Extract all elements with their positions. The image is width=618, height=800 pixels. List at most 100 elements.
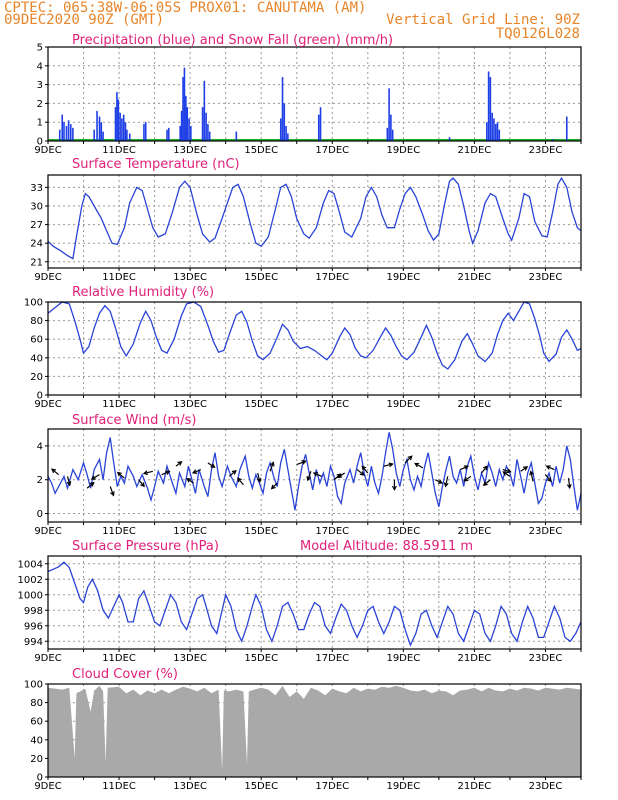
precip-bar — [235, 131, 238, 141]
wind-arrow — [520, 466, 528, 472]
wind-xtick-label: 11DEC — [102, 526, 136, 537]
precip-bar — [390, 114, 392, 141]
precip-bar — [551, 139, 554, 141]
temp-title: Surface Temperature (nC) — [72, 157, 240, 172]
wind-arrow-head — [110, 491, 115, 497]
precip-bar — [491, 112, 493, 141]
wind-arrow — [459, 465, 469, 471]
wind-arrow-head — [359, 471, 365, 476]
precip-bar — [186, 107, 189, 141]
cloud-xtick-label: 11DEC — [102, 781, 136, 792]
precip-bar — [283, 103, 286, 141]
temp-xtick-label: 11DEC — [102, 272, 136, 283]
precip-bar — [166, 129, 168, 141]
wind-ytick-label: 2 — [37, 475, 43, 486]
wind-arrow — [463, 475, 472, 482]
precip-bar — [285, 125, 287, 141]
wind-xtick-label: 13DEC — [173, 526, 207, 537]
cloud-xtick-label: 13DEC — [173, 781, 207, 792]
temp-xtick-label: 13DEC — [173, 272, 207, 283]
cloud-panel: 0 20 40 60 80 100 9DEC 11DEC 13DEC 15DEC 17DEC 19DE… — [24, 667, 582, 792]
header-location: CPTEC: 065:38W-06:05S PROX01: CANUTAMA (… — [4, 0, 366, 16]
precip-bar — [61, 114, 64, 141]
precip-xtick-label: 21DEC — [458, 145, 492, 156]
wind-arrow-head — [90, 475, 96, 480]
cloud-ytick-label: 60 — [30, 717, 43, 728]
cloud-frame — [47, 683, 582, 778]
wind-arrow-head — [231, 470, 237, 475]
cloud-xtick-label: 15DEC — [244, 781, 278, 792]
precip-bar — [281, 77, 284, 141]
precip-bar — [114, 107, 117, 141]
precip-bar — [143, 124, 145, 141]
temp-xtick-label: 17DEC — [315, 272, 349, 283]
wind-arrow-head — [177, 461, 183, 466]
rh-panel: 0 20 40 60 80 100 9DEC 11DEC 13DEC 15DEC 17DEC 19DE… — [24, 285, 582, 410]
wind-arrow — [383, 463, 393, 467]
precip-bar — [168, 127, 170, 141]
temp-frame — [47, 174, 582, 269]
rh-ytick-label: 100 — [24, 298, 43, 309]
pressure-xtick-label: 11DEC — [102, 653, 136, 664]
wind-arrow — [86, 482, 95, 489]
wind-arrow — [503, 471, 511, 477]
precip-title: Precipitation (blue) and Snow Fall (gree… — [72, 33, 393, 48]
wind-arrow — [51, 468, 60, 476]
precip-xtick-label: 23DEC — [529, 145, 563, 156]
precip-bar — [190, 125, 192, 141]
precip-bar — [201, 107, 204, 141]
precip-xtick-label: 13DEC — [173, 145, 207, 156]
precip-bar — [144, 122, 147, 141]
rh-series-line — [47, 301, 582, 370]
rh-ytick-label: 0 — [37, 391, 43, 402]
pressure-ytick-label: 1000 — [18, 590, 43, 601]
precip-bar — [287, 133, 289, 141]
temp-ytick-label: 33 — [30, 183, 43, 194]
wind-xtick-label: 19DEC — [386, 526, 420, 537]
pressure-ytick-label: 996 — [24, 621, 43, 632]
wind-arrow — [546, 465, 555, 471]
pressure-subtitle: Model Altitude: 88.5911 m — [300, 539, 473, 554]
wind-xtick-label: 23DEC — [529, 526, 563, 537]
wind-arrow — [271, 482, 278, 490]
rh-xtick-label: 9DEC — [34, 399, 61, 410]
precip-bar — [98, 116, 101, 141]
precip-frame — [47, 46, 582, 142]
wind-arrow — [313, 472, 322, 477]
pressure-frame — [47, 555, 582, 650]
wind-ytick-label: 0 — [37, 509, 43, 520]
wind-arrow-head — [463, 476, 469, 482]
wind-arrow — [257, 472, 261, 482]
wind-arrow — [186, 478, 195, 484]
precip-bar — [207, 124, 209, 141]
rh-ytick-label: 20 — [30, 372, 43, 383]
wind-arrow-head — [547, 477, 552, 483]
wind-arrow — [545, 474, 552, 482]
temp-xtick-label: 9DEC — [34, 272, 61, 283]
wind-arrow — [414, 462, 424, 469]
rh-xtick-label: 15DEC — [244, 399, 278, 410]
wind-arrow — [530, 471, 534, 482]
precip-bar — [565, 116, 568, 141]
precip-bar — [208, 131, 211, 141]
precip-ytick-label: 4 — [37, 61, 43, 72]
wind-arrow-head — [237, 477, 242, 483]
precip-bar — [388, 88, 390, 141]
temp-ytick-label: 30 — [30, 202, 43, 213]
wind-arrow-head — [66, 481, 72, 487]
wind-arrow — [307, 471, 312, 481]
precip-bar — [496, 122, 499, 141]
wind-panel: 0 2 4 9DEC 11DEC 13DEC 15DEC 17DEC 19DEC 21DEC 23D… — [34, 413, 582, 537]
pressure-ytick-label: 1002 — [18, 575, 43, 586]
precip-ytick-label: 3 — [37, 80, 43, 91]
precip-bar — [65, 125, 68, 141]
pressure-xtick-label: 17DEC — [315, 653, 349, 664]
rh-xtick-label: 17DEC — [315, 399, 349, 410]
precip-ytick-label: 5 — [37, 43, 43, 54]
wind-arrow-head — [312, 472, 318, 477]
precip-bar — [319, 107, 322, 141]
rh-frame — [47, 301, 582, 396]
temp-series-line — [47, 176, 582, 260]
cloud-ytick-label: 0 — [37, 773, 43, 784]
precip-bar — [498, 129, 501, 141]
